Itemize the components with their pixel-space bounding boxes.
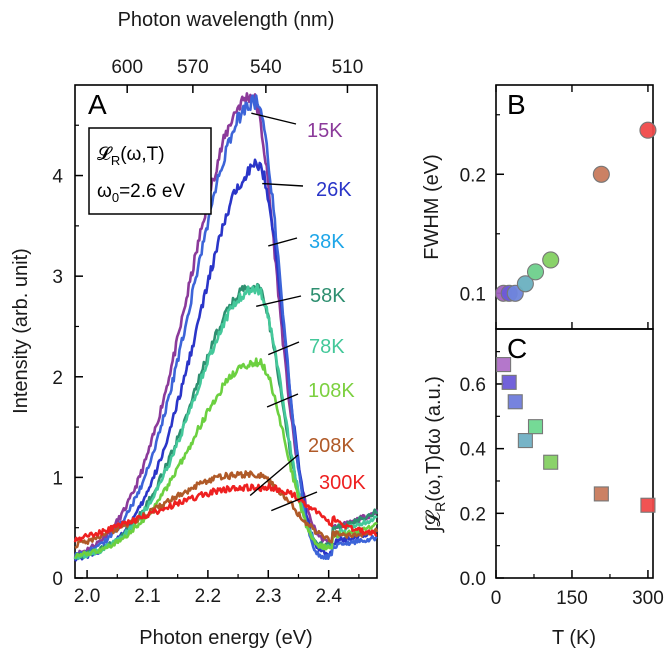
series-line-300K (73, 483, 378, 543)
panel-c-points (496, 357, 656, 513)
a-ytick-label: 1 (52, 468, 63, 489)
integral-point (593, 486, 609, 502)
series-line-38K (73, 94, 378, 561)
legend-line-2: ω0=2.6 eV (97, 181, 185, 205)
a-xtick-label: 2.4 (315, 586, 342, 607)
fwhm-point (526, 263, 545, 281)
a-toptick-label: 570 (177, 57, 209, 78)
a-ytick-label: 2 (52, 368, 63, 389)
panel-a-frame (74, 84, 378, 579)
annotation-pointer-26K (262, 182, 304, 187)
integral-point (517, 433, 533, 449)
panel-a-ticks: 2.0 2.1 2.2 2.3 2.4 0 1 2 3 4 600 570 540 510 (52, 57, 363, 607)
panel-c-xlabel: T (K) (552, 627, 596, 649)
a-toptick-label: 510 (332, 57, 364, 78)
panel-a-curves (73, 92, 379, 562)
annotation-label-26K: 26K (316, 179, 352, 201)
a-ytick-label: 0 (52, 569, 63, 590)
panel-c-ylabel: ∫𝓛R(ω,T)dω (a.u.) (423, 376, 448, 533)
c-xtick-label: 300 (632, 588, 664, 609)
annotation-label-208K: 208K (308, 435, 355, 457)
panel-a-ylabel: Intensity (arb. unit) (10, 248, 32, 414)
a-xtick-label: 2.0 (74, 586, 100, 607)
integral-point (501, 374, 517, 390)
c-ytick-label: 0.0 (460, 569, 486, 590)
panel-c-frame (495, 328, 654, 579)
panel-b-label: B (507, 89, 526, 120)
integral-point (496, 357, 512, 373)
series-line-15K (73, 92, 379, 558)
annotation-label-38K: 38K (309, 231, 345, 253)
legend-line-1: 𝓛R(ω,T) (97, 144, 165, 168)
a-ytick-label: 3 (52, 267, 63, 288)
annotation-pointer-208K (249, 454, 299, 497)
panel-c-ticks: 0.0 0.2 0.4 0.6 0 150 300 (460, 351, 664, 609)
fwhm-point (516, 275, 534, 293)
annotation-label-15K: 15K (307, 120, 343, 142)
panel-c-label: C (507, 333, 527, 364)
panel-a-top-xlabel: Photon wavelength (nm) (118, 9, 335, 31)
fwhm-point (639, 121, 657, 139)
c-ytick-label: 0.6 (460, 375, 486, 396)
panel-b: 0.1 0.2 B FWHM (eV) (421, 84, 657, 330)
panel-a-xlabel: Photon energy (eV) (139, 627, 312, 649)
integral-point (543, 454, 559, 470)
c-ytick-label: 0.2 (460, 504, 486, 525)
a-ytick-label: 4 (52, 167, 63, 188)
annotation-pointer-15K (251, 112, 297, 125)
annotation-pointer-300K (271, 491, 318, 512)
a-xtick-label: 2.1 (134, 586, 160, 607)
panel-a-legend: 𝓛R(ω,T) ω0=2.6 eV (88, 127, 212, 215)
panel-a-label: A (88, 89, 107, 120)
integral-point (527, 419, 544, 435)
annotation-label-78K: 78K (309, 336, 345, 358)
annotation-label-58K: 58K (310, 285, 346, 307)
b-ytick-label: 0.1 (460, 284, 486, 305)
a-toptick-label: 540 (250, 57, 282, 78)
a-toptick-label: 600 (111, 57, 143, 78)
c-xtick-label: 150 (556, 588, 588, 609)
annotation-label-300K: 300K (319, 472, 366, 494)
annotation-pointer-78K (268, 341, 300, 356)
panel-a-annotations: 15K 26K 38K 58K 78K 108K 208K 300K (249, 112, 366, 512)
b-ytick-label: 0.2 (460, 165, 486, 186)
a-xtick-label: 2.2 (195, 586, 221, 607)
integral-point (507, 394, 523, 410)
series-line-108K (74, 357, 378, 560)
panel-a: 2.0 2.1 2.2 2.3 2.4 0 1 2 3 4 600 570 540 510 15K 26K 3… (10, 9, 379, 649)
integral-point (640, 497, 656, 513)
annotation-pointer-108K (266, 393, 299, 408)
series-line-26K (74, 158, 379, 562)
series-line-208K (74, 470, 379, 549)
fwhm-point (592, 165, 610, 183)
panel-b-points (495, 121, 657, 302)
annotation-label-108K: 108K (308, 380, 355, 402)
c-xtick-label: 0 (491, 588, 502, 609)
fwhm-point (542, 251, 560, 269)
annotation-pointer-38K (268, 237, 298, 247)
panel-b-ticks: 0.1 0.2 (460, 85, 649, 329)
annotation-pointer-58K (256, 295, 302, 308)
panel-c: 0.0 0.2 0.4 0.6 0 150 300 C T (K) ∫𝓛R(ω,T)dω (… (423, 328, 664, 649)
panel-b-ylabel: FWHM (eV) (421, 154, 443, 260)
a-xtick-label: 2.3 (255, 586, 281, 607)
legend-box (88, 127, 212, 215)
c-ytick-label: 0.4 (460, 440, 487, 461)
